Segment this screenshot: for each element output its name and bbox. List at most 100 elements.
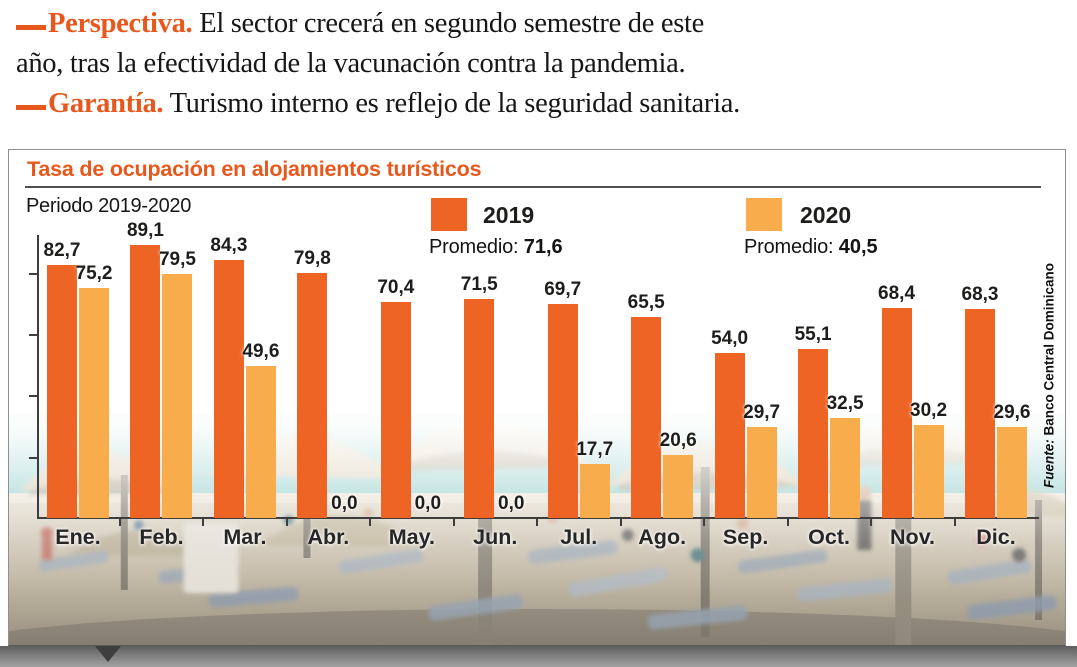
legend-average-2019: Promedio: 71,6 — [429, 236, 563, 259]
bar-2019-Dic — [965, 308, 995, 518]
bar-value-2020-Dic: 29,6 — [993, 402, 1031, 424]
x-axis-tick — [536, 519, 539, 526]
bar-value-2020-Ago: 20,6 — [659, 429, 697, 451]
bar-value-2019-Ene: 82,7 — [43, 239, 81, 261]
bar-group-Jun: 71,5 0,0 — [460, 236, 526, 518]
bar-2020-Feb — [162, 274, 193, 518]
headline-label-perspectiva: Perspectiva. — [48, 8, 193, 39]
month-label-Jul: Jul. — [560, 525, 598, 549]
title-rule — [25, 186, 1041, 188]
promedio-value-2020: 40,5 — [838, 236, 878, 258]
bar-value-2020-Nov: 30,2 — [910, 400, 948, 422]
bar-value-2020-Jul: 17,7 — [576, 438, 614, 460]
bar-2019-Mar — [213, 259, 244, 518]
x-axis — [37, 517, 1039, 519]
headline-text-line2: año, tras la efectividad de la vacunació… — [16, 48, 686, 79]
fold-marker-icon — [95, 646, 121, 662]
bar-2019-Jun — [464, 298, 495, 518]
bar-value-2019-Jun: 71,5 — [460, 273, 498, 295]
promedio-value-2019: 71,6 — [523, 236, 563, 258]
x-axis-tick — [369, 519, 372, 526]
bar-value-2019-Ago: 65,5 — [627, 292, 665, 314]
bar-group-Mar: 84,3 49,6 — [210, 235, 280, 518]
month-label-Dic: Dic. — [976, 525, 1016, 549]
bar-group-Abr: 79,8 0,0 — [294, 236, 359, 518]
bar-2020-Ago — [663, 454, 694, 518]
bar-2019-May — [380, 302, 411, 518]
bar-value-2020-Abr: 0,0 — [331, 493, 358, 514]
source-name: Banco Central Dominicano — [1041, 262, 1057, 436]
bullet-dash-icon — [16, 25, 46, 30]
bar-value-2020-Mar: 49,6 — [242, 341, 280, 362]
legend-label-2019: 2019 — [483, 202, 535, 228]
headline-text-line1: El sector crecerá en segundo semestre de… — [199, 8, 705, 39]
bar-group-Dic: 68,3 29,6 — [962, 236, 1030, 518]
bar-2019-Abr — [297, 273, 328, 518]
month-label-May: May. — [388, 525, 435, 549]
y-axis-tick-20 — [29, 456, 37, 459]
bar-value-2019-Oct: 55,1 — [794, 324, 832, 346]
bar-value-2019-Mar: 84,3 — [210, 234, 248, 256]
x-axis-tick — [619, 519, 622, 526]
bar-group-Jul: 69,7 17,7 — [544, 236, 614, 518]
chart-source: Fuente: Banco Central Dominicano — [1042, 226, 1057, 526]
bar-value-2019-Feb: 89,1 — [126, 219, 164, 241]
bar-2020-Ene — [79, 287, 109, 518]
bar-2019-Nov — [881, 308, 912, 518]
bar-2020-Jul — [579, 463, 610, 518]
bar-2019-Feb — [130, 244, 161, 518]
chart-title: Tasa de ocupación en alojamientos turíst… — [27, 157, 482, 181]
bar-group-Nov: 68,4 30,2 — [878, 236, 948, 518]
bar-group-Ene: 82,7 75,2 — [43, 236, 112, 518]
promedio-label: Promedio: — [744, 236, 834, 258]
chart-panel: Tasa de ocupación en alojamientos turíst… — [8, 149, 1066, 646]
chart-subtitle: Periodo 2019-2020 — [26, 195, 192, 217]
bar-2019-Oct — [798, 349, 829, 518]
bar-value-2020-Sep: 29,7 — [743, 402, 781, 423]
bar-2020-Nov — [913, 425, 944, 518]
bar-2020-Oct — [830, 418, 861, 518]
bar-value-2020-Oct: 32,5 — [826, 393, 864, 415]
bar-group-Ago: 65,5 20,6 — [627, 236, 697, 518]
bullet-dash-icon — [16, 105, 46, 110]
x-axis-tick — [786, 519, 789, 526]
legend-swatch-2019 — [431, 198, 467, 231]
x-axis-tick — [452, 519, 455, 526]
x-axis-tick — [870, 519, 873, 526]
headline-text-line3: Turismo interno es reflejo de la segurid… — [169, 88, 741, 119]
bar-value-2019-Sep: 54,0 — [711, 327, 749, 349]
bar-group-Sep: 54,0 29,7 — [711, 236, 781, 518]
plot-area: 82,7 75,2 89,1 79,5 84,3 49,6 79,8 0,0 70,4 0,0 71… — [43, 220, 1030, 518]
month-label-Abr: Abr. — [307, 525, 350, 549]
headline-perspectiva: Perspectiva. El sector crecerá en segund… — [16, 4, 1066, 84]
month-labels-row: Ene. Feb. Mar. Abr. May. Jun. Jul. Ago. Sep. Oct.… — [47, 525, 1027, 553]
headline-label-garantia: Garantía. — [48, 88, 164, 119]
month-label-Sep: Sep. — [722, 525, 769, 549]
bar-group-Feb: 89,1 79,5 — [127, 220, 196, 518]
x-axis-tick — [202, 519, 205, 526]
month-label-Jun: Jun. — [473, 525, 518, 549]
y-axis — [37, 235, 39, 519]
bar-value-2020-Ene: 75,2 — [75, 262, 113, 284]
month-label-Mar: Mar. — [223, 525, 267, 549]
bar-2019-Ago — [631, 317, 662, 518]
month-label-Nov: Nov. — [890, 525, 936, 549]
x-axis-tick — [953, 519, 956, 526]
bar-value-2019-Nov: 68,4 — [878, 283, 916, 305]
bar-value-2019-Jul: 69,7 — [544, 279, 582, 301]
month-label-Ene: Ene. — [55, 525, 101, 549]
bar-value-2020-May: 0,0 — [414, 493, 442, 514]
legend-average-2020: Promedio: 40,5 — [744, 236, 878, 259]
bar-2019-Ene — [47, 264, 77, 518]
bar-2019-Sep — [714, 352, 745, 518]
headline-garantia: Garantía. Turismo interno es reflejo de … — [16, 84, 1066, 124]
bar-group-May: 70,4 0,0 — [377, 236, 443, 518]
y-axis-tick-40 — [29, 395, 37, 398]
legend-swatch-2020 — [746, 198, 782, 231]
x-axis-tick — [285, 519, 288, 526]
month-label-Ago: Ago. — [638, 525, 687, 549]
bar-value-2020-Feb: 79,5 — [158, 249, 196, 271]
bar-2020-Mar — [245, 366, 276, 518]
month-label-Oct: Oct. — [808, 525, 850, 549]
